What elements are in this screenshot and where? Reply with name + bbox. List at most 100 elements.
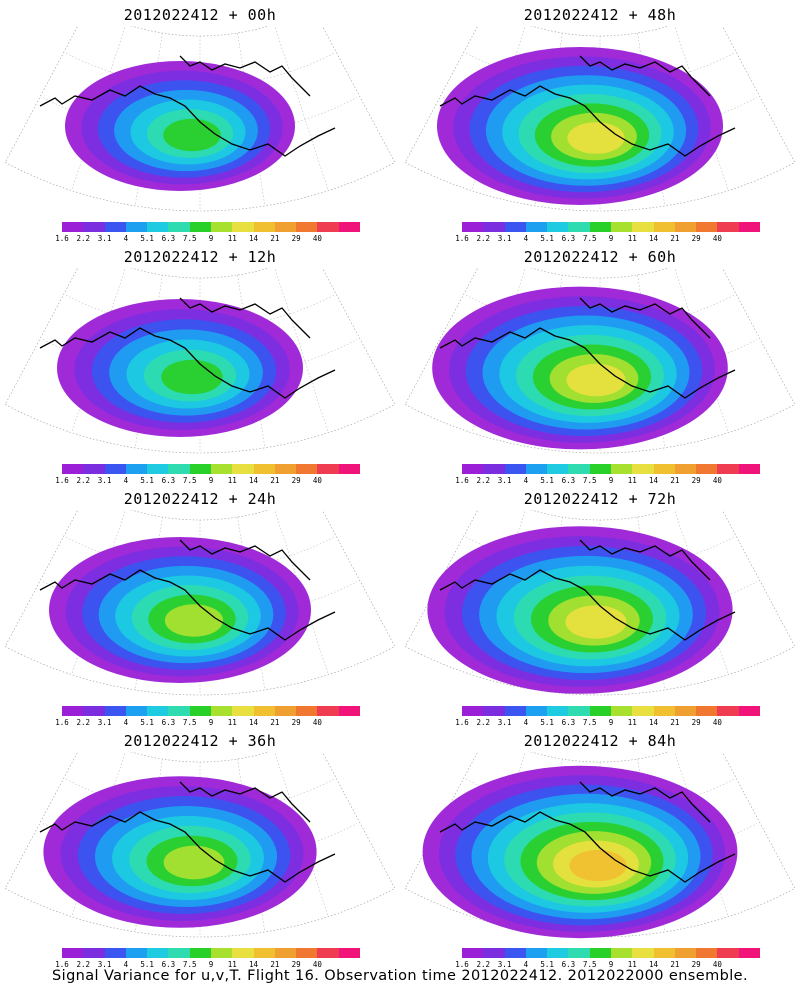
colorbar-tick-label: 1.6 bbox=[55, 234, 69, 243]
coastline bbox=[39, 811, 336, 883]
colorbar-swatch bbox=[147, 706, 169, 716]
colorbar-tick-label: 7.5 bbox=[182, 718, 197, 727]
colorbar-tick-label: 1.6 bbox=[455, 960, 469, 969]
colorbar-swatch bbox=[83, 222, 105, 232]
colorbar-tick-label: 3.1 bbox=[497, 718, 512, 727]
colorbar-tick-label: 7.5 bbox=[582, 476, 597, 485]
colorbar-tick-label: 6.3 bbox=[561, 234, 576, 243]
coastline bbox=[439, 569, 736, 641]
variance-contour bbox=[569, 849, 627, 882]
map-panel: 2012022412 + 12h 1.6 2.2 3.1 4 5.1 6.3 7.5 9 11 14… bbox=[0, 242, 400, 487]
colorbar-tick-label: 6.3 bbox=[161, 476, 176, 485]
colorbar-swatch bbox=[317, 222, 339, 232]
coastline bbox=[179, 297, 311, 339]
domain-outline bbox=[4, 268, 396, 454]
colorbar-tick-label: 1.6 bbox=[55, 960, 69, 969]
colorbar-swatch bbox=[568, 706, 590, 716]
panel-title: 2012022412 + 00h bbox=[123, 6, 277, 24]
colorbar-tick-label: 21 bbox=[670, 234, 680, 243]
panel-title: 2012022412 + 84h bbox=[523, 732, 677, 750]
colorbar-tick-label: 29 bbox=[691, 234, 701, 243]
colorbar-swatch bbox=[589, 222, 611, 232]
graticule-line bbox=[274, 26, 329, 191]
colorbar-tick-label: 14 bbox=[249, 476, 259, 485]
colorbar-tick-label: 29 bbox=[291, 234, 301, 243]
colorbar-swatch bbox=[274, 706, 297, 716]
colorbar-tick-label: 21 bbox=[270, 960, 280, 969]
coastline bbox=[439, 327, 736, 399]
colorbar-swatch bbox=[483, 464, 505, 474]
colorbar-swatch bbox=[147, 948, 169, 958]
colorbar-tick-label: 4 bbox=[123, 476, 129, 485]
colorbar-tick-label: 40 bbox=[712, 718, 722, 727]
colorbar-swatch bbox=[568, 464, 590, 474]
coastline bbox=[39, 569, 336, 641]
colorbar-tick-label: 21 bbox=[670, 960, 680, 969]
map-panel: 2012022412 + 48h 1.6 2.2 3.1 4 5.1 6.3 7.5 9 11 14… bbox=[400, 0, 800, 245]
colorbar-tick-label: 9 bbox=[608, 718, 614, 727]
colorbar-tick-label: 29 bbox=[691, 960, 701, 969]
colorbar-tick-label: 7.5 bbox=[582, 234, 597, 243]
colorbar-swatch bbox=[317, 706, 339, 716]
colorbar-swatch bbox=[632, 464, 654, 474]
variance-map bbox=[404, 752, 796, 939]
variance-contour bbox=[161, 359, 223, 395]
colorbar-tick-label: 3.1 bbox=[497, 234, 512, 243]
colorbar-swatch bbox=[253, 222, 275, 232]
colorbar-labels: 1.6 2.2 3.1 4 5.1 6.3 7.5 9 11 14 21 29 40 bbox=[55, 718, 365, 728]
colorbar-tick-label: 11 bbox=[227, 234, 237, 243]
panel-title: 2012022412 + 24h bbox=[123, 490, 277, 508]
colorbar-swatch bbox=[462, 464, 484, 474]
colorbar-tick-label: 40 bbox=[712, 960, 722, 969]
colorbar-swatch bbox=[632, 948, 654, 958]
colorbar-swatch bbox=[296, 948, 318, 958]
coastline bbox=[179, 781, 311, 823]
colorbar-tick-label: 3.1 bbox=[97, 960, 112, 969]
colorbar-tick-label: 5.1 bbox=[540, 476, 554, 485]
colorbar-swatch bbox=[738, 948, 760, 958]
colorbar-tick-label: 21 bbox=[670, 476, 680, 485]
figure-caption: Signal Variance for u,v,T. Flight 16. Ob… bbox=[52, 968, 748, 984]
colorbar-swatch bbox=[168, 948, 190, 958]
colorbar-tick-label: 6.3 bbox=[161, 960, 176, 969]
colorbar-labels: 1.6 2.2 3.1 4 5.1 6.3 7.5 9 11 14 21 29 40 bbox=[455, 234, 765, 244]
colorbar-swatch bbox=[296, 464, 318, 474]
colorbar-tick-label: 40 bbox=[312, 234, 322, 243]
domain-outline bbox=[4, 510, 396, 696]
colorbar-swatch bbox=[504, 948, 526, 958]
colorbar-swatch bbox=[62, 464, 84, 474]
colorbar-tick-label: 7.5 bbox=[582, 718, 597, 727]
colorbar-tick-label: 1.6 bbox=[55, 718, 69, 727]
colorbar-swatch bbox=[338, 706, 360, 716]
colorbar-swatch bbox=[674, 222, 697, 232]
colorbar-labels: 1.6 2.2 3.1 4 5.1 6.3 7.5 9 11 14 21 29 40 bbox=[55, 234, 365, 244]
colorbar-tick-label: 9 bbox=[208, 476, 214, 485]
colorbar-swatch bbox=[317, 464, 339, 474]
colorbar-tick-label: 14 bbox=[649, 234, 659, 243]
colorbar-swatch bbox=[338, 948, 360, 958]
colorbar-swatch bbox=[232, 706, 254, 716]
colorbar-swatch bbox=[274, 464, 297, 474]
colorbar bbox=[462, 222, 760, 232]
colorbar-tick-label: 3.1 bbox=[497, 960, 512, 969]
colorbar-swatch bbox=[210, 222, 233, 232]
variance-map bbox=[4, 26, 396, 212]
colorbar-swatch bbox=[83, 948, 105, 958]
colorbar-swatch bbox=[189, 222, 211, 232]
coastline bbox=[579, 539, 711, 581]
colorbar-tick-label: 4 bbox=[523, 476, 529, 485]
colorbar-tick-label: 1.6 bbox=[455, 718, 469, 727]
graticule-line bbox=[274, 268, 329, 433]
colorbar-swatch bbox=[210, 464, 233, 474]
colorbar-tick-label: 4 bbox=[123, 234, 129, 243]
colorbar-tick-label: 4 bbox=[123, 718, 129, 727]
colorbar-swatch bbox=[462, 706, 484, 716]
panel-title: 2012022412 + 48h bbox=[523, 6, 677, 24]
colorbar-tick-label: 21 bbox=[270, 718, 280, 727]
colorbar-swatch bbox=[274, 948, 297, 958]
variance-contour bbox=[163, 118, 221, 152]
variance-map bbox=[4, 268, 396, 454]
map-panel: 2012022412 + 84h 1.6 2.2 3.1 4 5.1 6.3 7.5 9 11 14… bbox=[400, 726, 800, 971]
colorbar-swatch bbox=[653, 948, 675, 958]
coastline bbox=[579, 297, 711, 339]
